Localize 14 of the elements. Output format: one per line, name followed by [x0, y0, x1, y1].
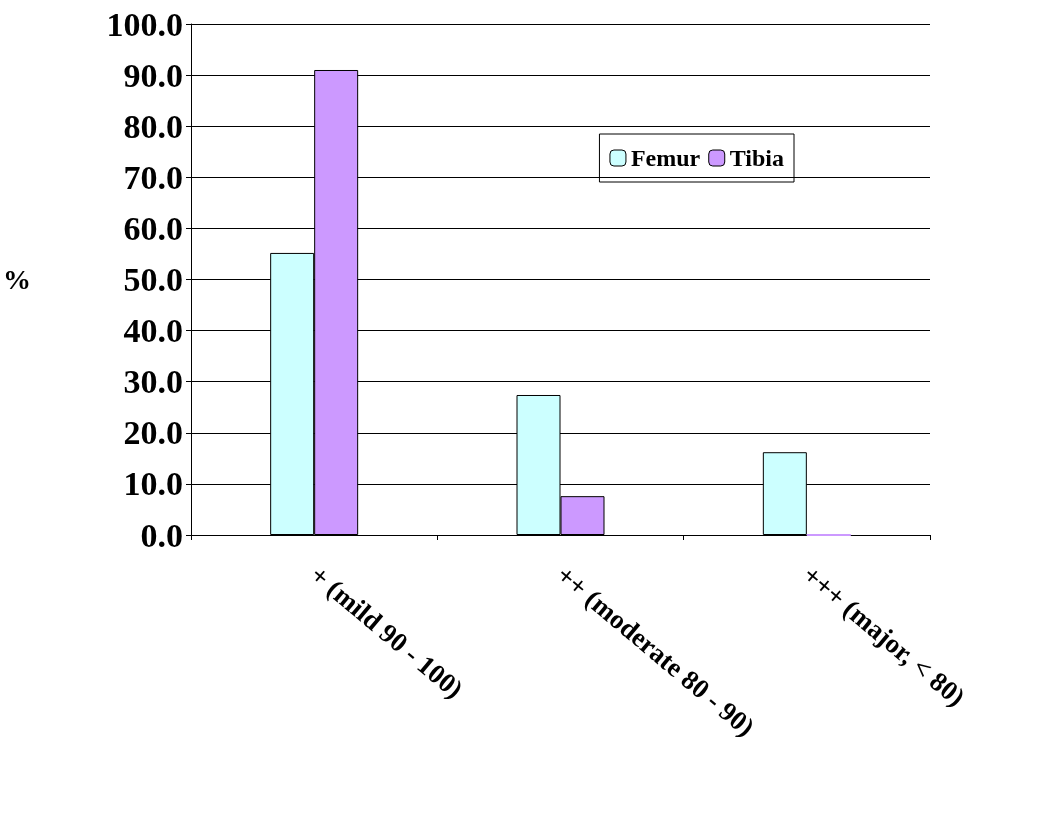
legend-label: Tibia — [729, 145, 785, 171]
y-tick-label: 100.0 — [106, 5, 183, 43]
y-tick-label: 90.0 — [123, 56, 183, 94]
y-tick-label: 20.0 — [123, 414, 183, 452]
y-tick-label: 30.0 — [123, 363, 183, 401]
y-tick-label: 40.0 — [123, 312, 183, 350]
y-axis-title: % — [3, 264, 31, 295]
y-tick-label: 80.0 — [123, 107, 183, 145]
y-tick-label: 50.0 — [123, 261, 183, 298]
y-tick-label: 0.0 — [140, 516, 183, 554]
y-tick-label: 60.0 — [123, 209, 183, 247]
y-tick-label: 70.0 — [123, 158, 183, 196]
y-tick-label: 10.0 — [123, 465, 183, 503]
legend-label: Femur — [630, 145, 701, 171]
